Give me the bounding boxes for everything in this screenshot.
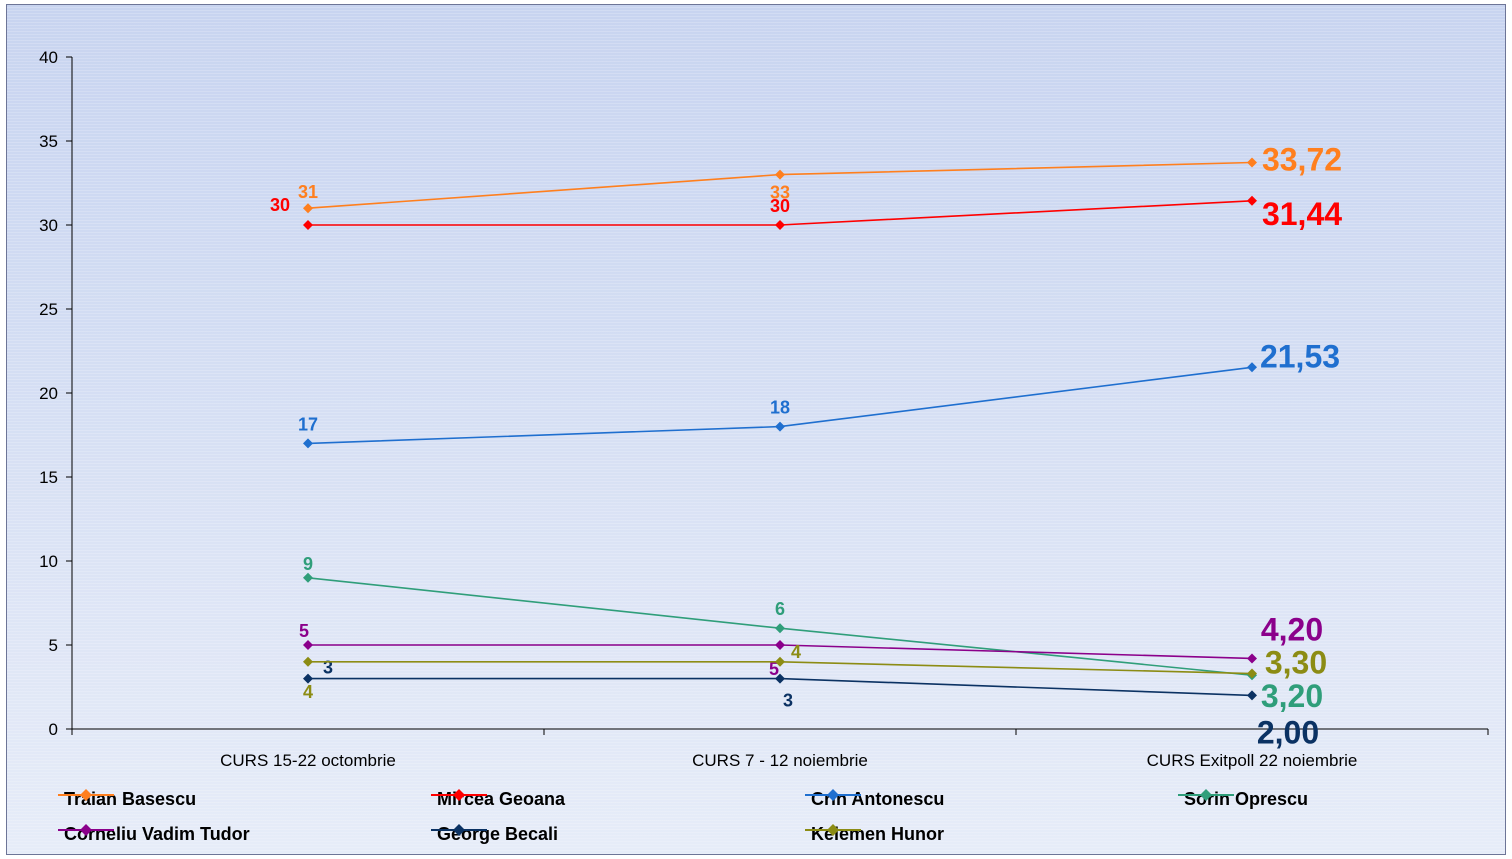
- data-point: [303, 572, 313, 583]
- data-label: 4: [791, 642, 801, 662]
- data-point: [775, 656, 785, 667]
- data-point: [303, 438, 313, 449]
- data-label: 5: [769, 659, 779, 679]
- data-label: 4: [303, 682, 313, 702]
- data-point: [1247, 653, 1257, 664]
- data-label: 3,30: [1265, 645, 1327, 681]
- data-point: [775, 421, 785, 432]
- data-point: [1247, 690, 1257, 701]
- data-point: [303, 673, 313, 684]
- y-tick-label: 0: [49, 720, 58, 739]
- y-tick-label: 10: [39, 552, 58, 571]
- y-tick-label: 5: [49, 636, 58, 655]
- y-tick-label: 35: [39, 132, 58, 151]
- data-label: 2,00: [1257, 714, 1319, 750]
- data-point: [1247, 195, 1257, 206]
- data-label: 33: [770, 183, 790, 203]
- data-label: 18: [770, 398, 790, 418]
- data-point: [775, 673, 785, 684]
- x-tick-label: CURS 15-22 octombrie: [220, 751, 396, 770]
- data-label: 30: [270, 195, 290, 215]
- data-point: [1247, 362, 1257, 373]
- data-label: 31: [298, 182, 318, 202]
- y-tick-label: 25: [39, 300, 58, 319]
- data-label: 33,72: [1262, 142, 1342, 178]
- y-tick-label: 15: [39, 468, 58, 487]
- x-tick-label: CURS 7 - 12 noiembrie: [692, 751, 868, 770]
- y-tick-label: 40: [39, 48, 58, 67]
- data-point: [1247, 668, 1257, 679]
- data-point: [303, 203, 313, 214]
- data-point: [775, 169, 785, 180]
- chart-area: [6, 4, 1506, 855]
- data-point: [775, 640, 785, 650]
- data-point: [303, 656, 313, 667]
- data-point: [303, 220, 313, 230]
- data-label: 4,20: [1261, 611, 1323, 647]
- data-label: 5: [299, 621, 309, 641]
- data-label: 21,53: [1260, 338, 1340, 374]
- data-label: 3,20: [1261, 678, 1323, 714]
- data-point: [1247, 157, 1257, 168]
- y-tick-label: 20: [39, 384, 58, 403]
- data-label: 3: [783, 691, 793, 711]
- data-point: [303, 640, 313, 650]
- data-point: [775, 623, 785, 634]
- data-label: 3: [323, 658, 333, 678]
- data-label: 31,44: [1262, 196, 1342, 232]
- data-label: 6: [775, 599, 785, 619]
- x-tick-label: CURS Exitpoll 22 noiembrie: [1147, 751, 1358, 770]
- data-point: [775, 220, 785, 230]
- data-label: 30: [770, 196, 790, 216]
- data-label: 17: [298, 414, 318, 434]
- data-label: 9: [303, 554, 313, 574]
- y-tick-label: 30: [39, 216, 58, 235]
